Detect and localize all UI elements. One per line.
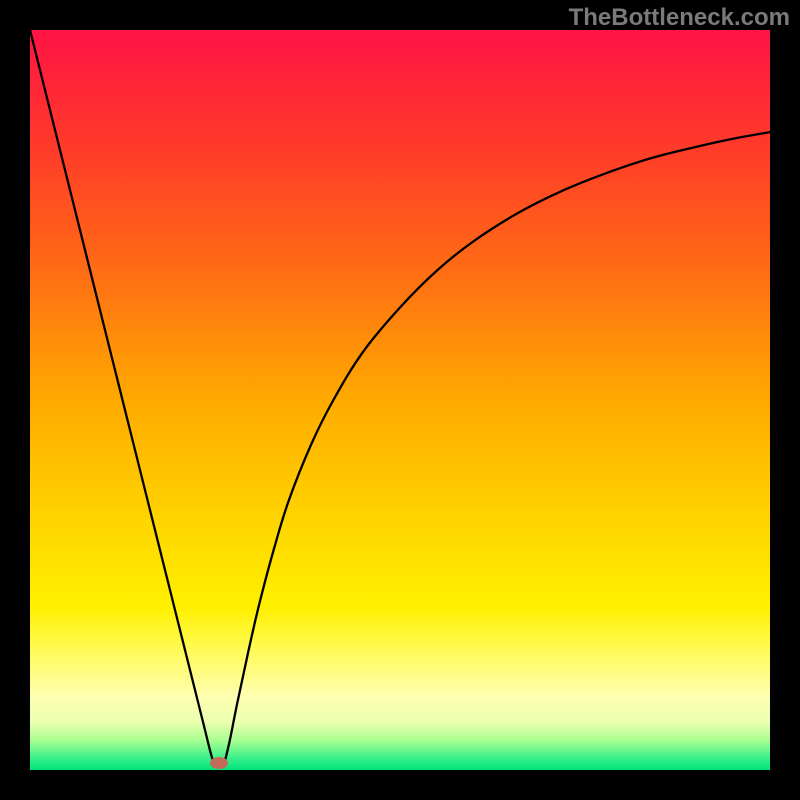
optimum-marker: [208, 755, 230, 771]
chart-canvas: { "chart": { "type": "line-on-gradient",…: [0, 0, 800, 800]
bottleneck-curve: [0, 0, 800, 800]
watermark-text: TheBottleneck.com: [569, 4, 790, 32]
